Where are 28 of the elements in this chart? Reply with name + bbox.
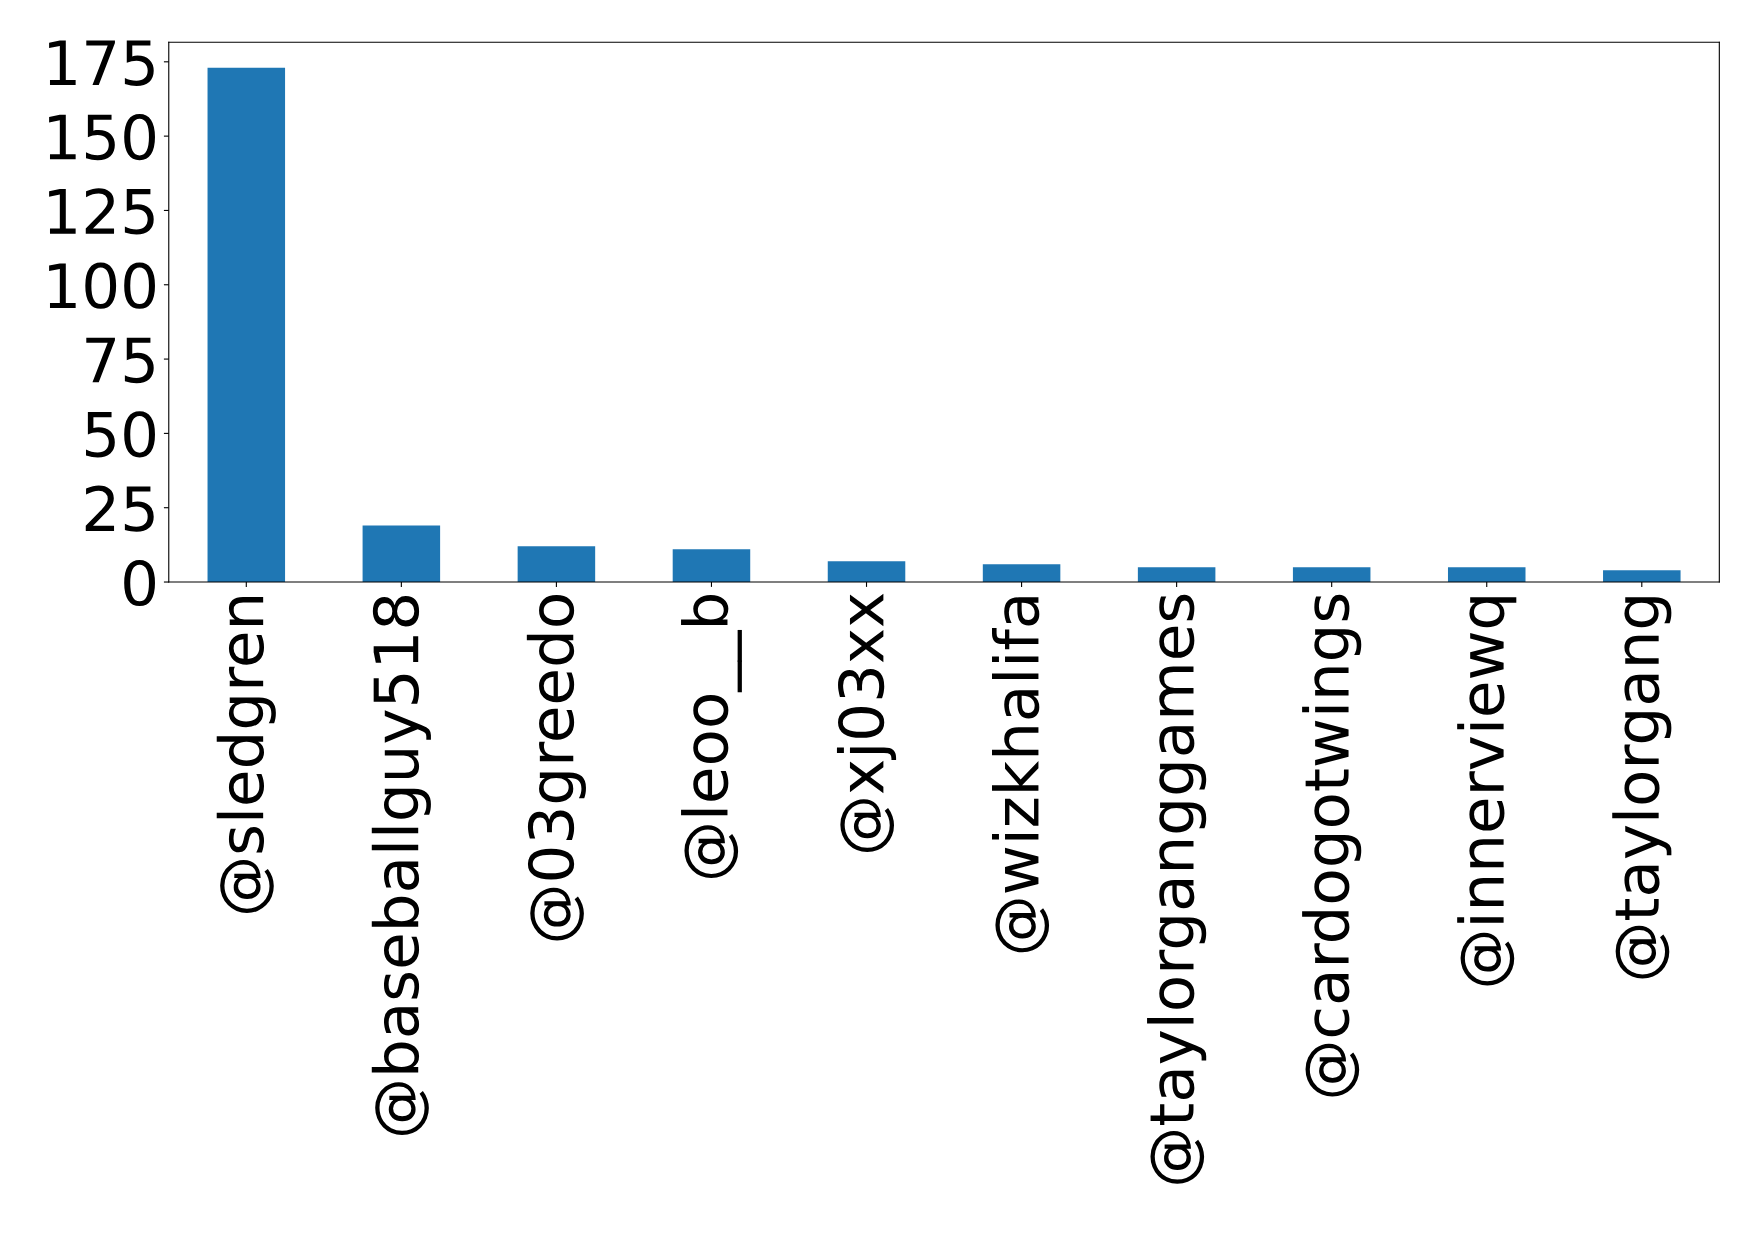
bar — [1603, 570, 1681, 583]
x-tick-label: @03greedo — [526, 595, 586, 941]
x-tick-label: @innerviewq — [1457, 597, 1517, 986]
x-tick-label: @sledgren — [216, 596, 276, 913]
bar — [827, 561, 906, 583]
bar — [982, 564, 1061, 583]
x-tick-label: @taylorgang — [1612, 597, 1672, 979]
bar — [1292, 567, 1371, 583]
bar — [362, 525, 441, 583]
y-tick-label: 75 — [86, 337, 154, 384]
y-tick-label: 50 — [86, 411, 155, 458]
x-tick-label: @leoo__b — [681, 595, 742, 879]
bar — [1137, 567, 1216, 583]
y-tick-label: 150 — [49, 113, 155, 161]
x-tick-label: @taylorganggames — [1147, 594, 1207, 1184]
bar — [1447, 567, 1526, 583]
x-tick-label: @baseballguy518 — [371, 595, 431, 1136]
bar — [672, 549, 751, 583]
y-tick-label: 25 — [85, 485, 154, 532]
x-tick-label: @xj03xx — [836, 593, 897, 853]
y-tick-label: 100 — [49, 262, 155, 309]
y-tick-label: 175 — [49, 40, 154, 86]
x-tick-label: @wizkhalifa — [992, 597, 1050, 953]
y-tick-label: 125 — [49, 188, 154, 235]
x-tick-label: @cardogotwings — [1302, 594, 1362, 1097]
bar — [207, 67, 286, 583]
y-tick-label: 0 — [124, 559, 155, 607]
bar — [517, 546, 596, 583]
